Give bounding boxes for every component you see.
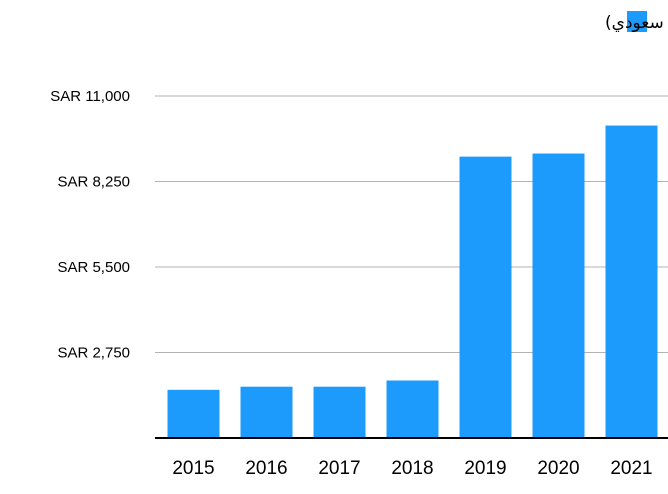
bars <box>167 125 658 439</box>
x-tick-label: 2017 <box>318 458 360 479</box>
x-tick-label: 2021 <box>610 458 652 479</box>
bar-2015 <box>167 389 220 438</box>
y-tick-label: SAR 5,500 <box>57 259 130 276</box>
legend-swatch <box>627 11 647 32</box>
bar-2019 <box>459 156 512 439</box>
bar-2016 <box>240 386 293 438</box>
bar-2020 <box>532 153 585 438</box>
bar-2018 <box>386 380 439 438</box>
bar-2021 <box>605 125 658 438</box>
y-tick-label: SAR 8,250 <box>57 174 130 191</box>
x-tick-label: 2018 <box>391 458 433 479</box>
y-tick-label: SAR 2,750 <box>57 345 130 362</box>
y-axis-labels: SAR 2,750 SAR 5,500 SAR 8,250 SAR 11,000 <box>50 88 130 362</box>
x-tick-label: 2019 <box>464 458 506 479</box>
legend-label: القيمة السوقية للأسهم المصدرة (مليار ريا… <box>605 12 668 33</box>
x-axis: 2015 2016 2017 2018 2019 2020 2021 <box>155 437 668 479</box>
x-tick-label: 2016 <box>245 458 287 479</box>
bar-2017 <box>313 386 366 438</box>
gridlines <box>155 95 668 353</box>
y-tick-label: SAR 11,000 <box>50 88 130 105</box>
legend: القيمة السوقية للأسهم المصدرة (مليار ريا… <box>605 11 668 33</box>
x-tick-label: 2020 <box>537 458 579 479</box>
x-tick-label: 2015 <box>172 458 214 479</box>
